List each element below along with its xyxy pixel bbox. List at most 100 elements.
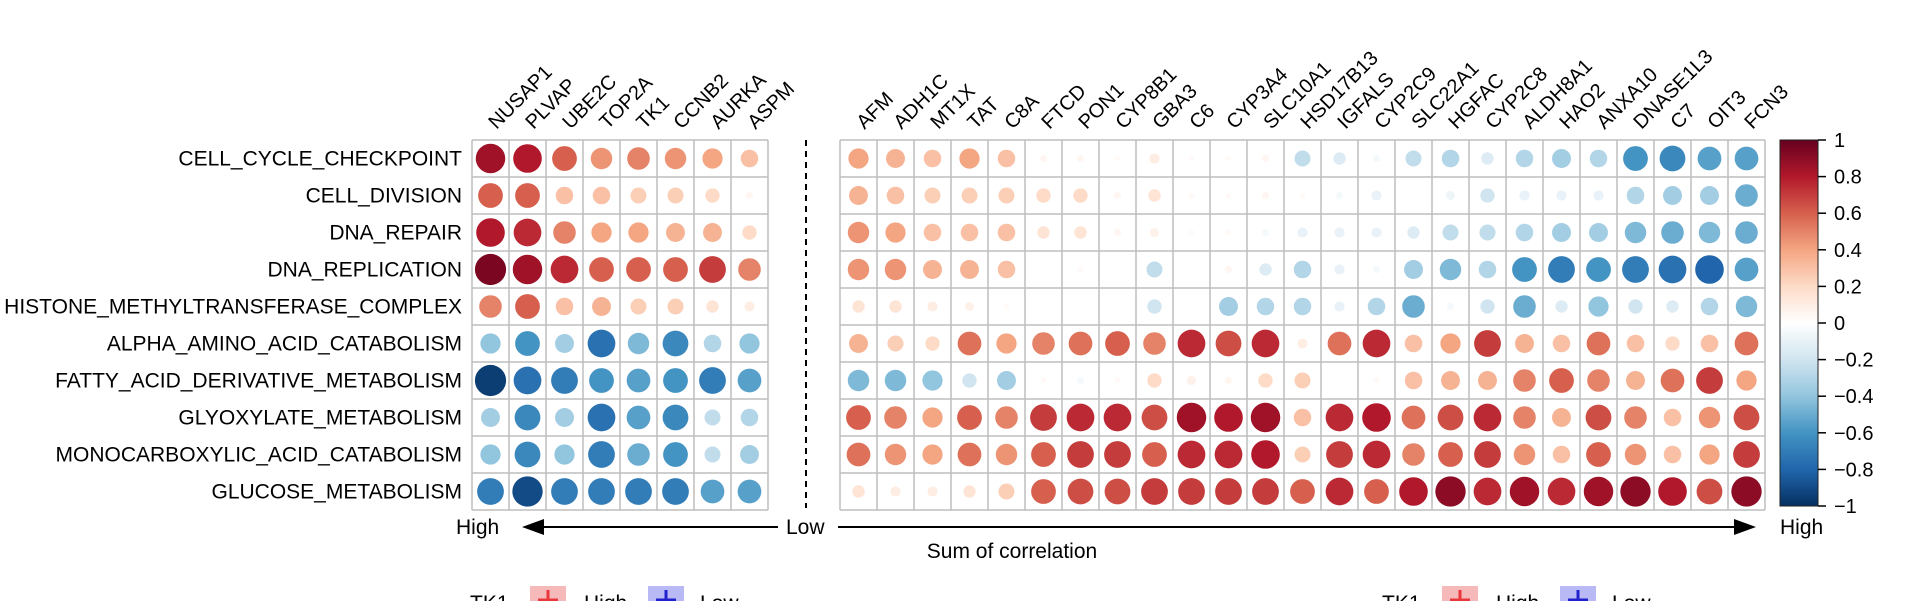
cell-glyoxylate-metabolism-top2a xyxy=(587,403,616,432)
cell-dna-replication-ube2c xyxy=(550,255,579,284)
cell-cell-cycle-checkpoint-ftcd xyxy=(1039,154,1048,163)
cell-fatty-acid-derivative-metabolism-fcn3 xyxy=(1736,370,1757,391)
color-bar-tick-label: 0.2 xyxy=(1834,276,1862,298)
cell-monocarboxylic-acid-catabolism-c6 xyxy=(1177,440,1206,469)
cell-cell-division-c7 xyxy=(1663,186,1682,205)
cell-alpha-amino-acid-catabolism-c6 xyxy=(1177,329,1206,358)
cell-glyoxylate-metabolism-hsd17b13 xyxy=(1293,408,1312,427)
cell-alpha-amino-acid-catabolism-cyp2c9 xyxy=(1362,329,1391,358)
cell-fatty-acid-derivative-metabolism-nusap1 xyxy=(474,364,507,397)
cell-fatty-acid-derivative-metabolism-anxa10 xyxy=(1587,369,1610,392)
cell-cell-division-top2a xyxy=(592,186,611,205)
row-label-fatty-acid-derivative-metabolism: FATTY_ACID_DERIVATIVE_METABOLISM xyxy=(55,370,462,393)
cell-glucose-metabolism-slc22a1 xyxy=(1399,477,1428,506)
cell-dna-replication-hgfac xyxy=(1439,258,1462,281)
legend-right-gene: TK1 xyxy=(1382,592,1421,601)
cell-cell-division-hao2 xyxy=(1556,190,1567,201)
cell-cell-division-afm xyxy=(849,186,868,205)
cell-glucose-metabolism-pon1 xyxy=(1067,478,1094,505)
legend-right: TK1 High Low xyxy=(1382,586,1651,601)
cell-fatty-acid-derivative-metabolism-plvap xyxy=(513,366,542,395)
cell-glucose-metabolism-tk1 xyxy=(625,478,652,505)
cell-glyoxylate-metabolism-gba3 xyxy=(1141,404,1168,431)
cell-glucose-metabolism-c6 xyxy=(1178,478,1205,505)
cell-histone-methyltransferase-complex-cyp3a4 xyxy=(1219,297,1238,316)
cell-alpha-amino-acid-catabolism-slc10a1 xyxy=(1251,329,1280,358)
cell-cell-division-pon1 xyxy=(1073,188,1088,203)
cell-histone-methyltransferase-complex-aldh8a1 xyxy=(1513,295,1536,318)
cell-monocarboxylic-acid-catabolism-c7 xyxy=(1663,445,1682,464)
cell-cell-cycle-checkpoint-oit3 xyxy=(1697,146,1722,171)
cell-alpha-amino-acid-catabolism-igfals xyxy=(1327,331,1352,356)
cell-dna-replication-c6 xyxy=(1190,268,1193,271)
cell-fatty-acid-derivative-metabolism-afm xyxy=(847,369,870,392)
cell-monocarboxylic-acid-catabolism-aspm xyxy=(740,445,759,464)
cell-cell-cycle-checkpoint-ube2c xyxy=(552,146,577,171)
cell-alpha-amino-acid-catabolism-fcn3 xyxy=(1734,331,1759,356)
cell-dna-repair-adh1c xyxy=(885,222,906,243)
cell-histone-methyltransferase-complex-cyp2c8 xyxy=(1480,299,1495,314)
cell-monocarboxylic-acid-catabolism-plvap xyxy=(514,441,541,468)
row-label-monocarboxylic-acid-catabolism: MONOCARBOXYLIC_ACID_CATABOLISM xyxy=(56,444,462,467)
color-bar-tick-label: −0.8 xyxy=(1834,459,1873,481)
cell-glucose-metabolism-c7 xyxy=(1658,477,1687,506)
cell-cell-cycle-checkpoint-dnase1l3 xyxy=(1623,146,1648,171)
cell-dna-repair-aspm xyxy=(742,225,757,240)
cell-dna-replication-tat xyxy=(960,260,979,279)
cell-alpha-amino-acid-catabolism-c8a xyxy=(996,333,1017,354)
cell-fatty-acid-derivative-metabolism-hgfac xyxy=(1441,371,1460,390)
color-bar-gradient xyxy=(1779,139,1819,507)
cell-monocarboxylic-acid-catabolism-fcn3 xyxy=(1733,441,1760,468)
cell-cell-division-c8a xyxy=(998,187,1015,204)
cell-dna-replication-hsd17b13 xyxy=(1293,260,1312,279)
cell-dna-replication-nusap1 xyxy=(474,253,507,286)
cell-cell-division-tat xyxy=(961,187,978,204)
color-bar-tick-label: −0.4 xyxy=(1834,386,1873,408)
cell-dna-replication-anxa10 xyxy=(1586,257,1611,282)
cell-glucose-metabolism-cyp2c8 xyxy=(1473,477,1502,506)
cell-cell-division-ccnb2 xyxy=(667,187,684,204)
cell-histone-methyltransferase-complex-ftcd xyxy=(1042,305,1045,308)
cell-dna-repair-nusap1 xyxy=(476,218,505,247)
cell-dna-repair-oit3 xyxy=(1698,221,1721,244)
cell-cell-division-plvap xyxy=(515,183,540,208)
cell-dna-repair-gba3 xyxy=(1149,227,1160,238)
cell-glyoxylate-metabolism-ccnb2 xyxy=(662,404,689,431)
color-bar-tick-label: 0.6 xyxy=(1834,203,1862,225)
cell-monocarboxylic-acid-catabolism-tat xyxy=(957,442,982,467)
cell-monocarboxylic-acid-catabolism-cyp3a4 xyxy=(1214,440,1243,469)
cell-cell-division-cyp2c9 xyxy=(1371,190,1382,201)
cell-monocarboxylic-acid-catabolism-hao2 xyxy=(1552,445,1571,464)
cell-histone-methyltransferase-complex-adh1c xyxy=(889,300,902,313)
cell-dna-replication-slc22a1 xyxy=(1404,260,1423,279)
cell-glucose-metabolism-ube2c xyxy=(551,478,578,505)
cell-cell-division-igfals xyxy=(1335,191,1344,200)
cell-fatty-acid-derivative-metabolism-hsd17b13 xyxy=(1294,372,1311,389)
cell-histone-methyltransferase-complex-fcn3 xyxy=(1735,295,1758,318)
cell-alpha-amino-acid-catabolism-tk1 xyxy=(627,332,650,355)
cell-glyoxylate-metabolism-cyp8b1 xyxy=(1103,403,1132,432)
cell-glucose-metabolism-mt1x xyxy=(927,486,938,497)
cell-cell-cycle-checkpoint-gba3 xyxy=(1149,153,1160,164)
left-heatmap-panel xyxy=(471,139,769,511)
cell-dna-repair-cyp8b1 xyxy=(1113,228,1122,237)
cell-cell-division-c6 xyxy=(1188,192,1195,199)
cell-cell-division-tk1 xyxy=(630,187,647,204)
cell-histone-methyltransferase-complex-ccnb2 xyxy=(667,298,684,315)
cell-monocarboxylic-acid-catabolism-hgfac xyxy=(1438,442,1463,467)
color-bar-tick-label: 0.8 xyxy=(1834,167,1862,189)
cell-histone-methyltransferase-complex-pon1 xyxy=(1079,305,1082,308)
cell-dna-replication-slc10a1 xyxy=(1259,263,1272,276)
cell-glucose-metabolism-slc10a1 xyxy=(1252,478,1279,505)
cell-monocarboxylic-acid-catabolism-afm xyxy=(846,442,871,467)
cell-histone-methyltransferase-complex-c8a xyxy=(1003,303,1010,310)
cell-alpha-amino-acid-catabolism-tat xyxy=(957,331,982,356)
cell-dna-replication-adh1c xyxy=(884,258,907,281)
cell-cell-division-gba3 xyxy=(1148,189,1161,202)
row-label-histone-methyltransferase-complex: HISTONE_METHYLTRANSFERASE_COMPLEX xyxy=(4,296,462,319)
cell-monocarboxylic-acid-catabolism-oit3 xyxy=(1699,444,1720,465)
cell-glyoxylate-metabolism-fcn3 xyxy=(1733,404,1760,431)
cell-dna-replication-fcn3 xyxy=(1734,257,1759,282)
cell-cell-cycle-checkpoint-plvap xyxy=(513,144,542,173)
cell-histone-methyltransferase-complex-nusap1 xyxy=(479,295,502,318)
